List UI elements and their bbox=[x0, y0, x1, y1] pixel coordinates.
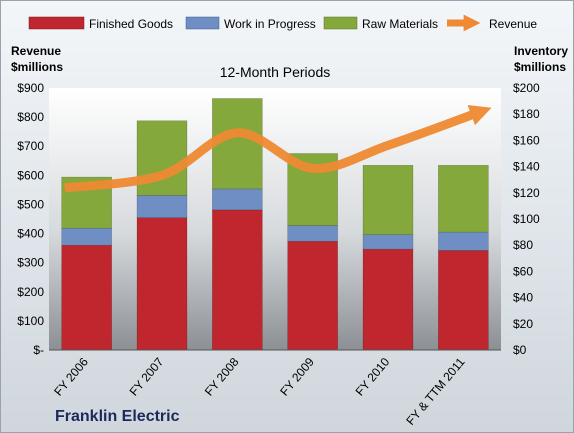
right-tick-label: $200 bbox=[513, 81, 540, 95]
left-axis-title-units: $millions bbox=[11, 60, 63, 74]
x-tick-label: FY 2010 bbox=[353, 355, 393, 399]
x-tick-label: FY 2009 bbox=[277, 355, 317, 399]
left-tick-label: $400 bbox=[17, 227, 44, 241]
left-tick-label: $900 bbox=[17, 81, 44, 95]
x-tick-label: FY & TTM 2011 bbox=[403, 355, 468, 428]
legend-label-raw-materials: Raw Materials bbox=[362, 17, 438, 31]
bar-work-in-progress bbox=[212, 188, 263, 211]
bar-finished-goods bbox=[61, 244, 112, 351]
bar-finished-goods bbox=[362, 248, 414, 351]
bar-finished-goods bbox=[212, 209, 263, 351]
right-tick-label: $180 bbox=[513, 107, 540, 121]
left-tick-label: $300 bbox=[17, 256, 44, 270]
bar-raw-materials bbox=[212, 98, 263, 190]
legend-swatch-finished-goods bbox=[28, 16, 85, 30]
legend-label-work-in-progress: Work in Progress bbox=[224, 17, 316, 31]
left-tick-label: $500 bbox=[17, 197, 44, 211]
left-axis-ticks: $- $100 $200 $300 $400 $500 $600 $700 $800 $900 bbox=[17, 81, 44, 357]
right-axis-title: Inventory bbox=[514, 44, 568, 58]
right-tick-label: $120 bbox=[513, 186, 540, 200]
revenue-series-path bbox=[64, 104, 492, 193]
bar-raw-materials bbox=[362, 164, 414, 236]
right-axis-title-units: $millions bbox=[514, 60, 566, 74]
bar-finished-goods bbox=[136, 217, 188, 351]
right-tick-label: $20 bbox=[513, 317, 533, 331]
right-tick-label: $60 bbox=[513, 264, 533, 278]
x-tick-label: FY 2006 bbox=[51, 355, 91, 399]
legend-swatch-raw-materials bbox=[323, 16, 358, 30]
left-tick-label: $- bbox=[33, 343, 44, 357]
x-tick-label: FY 2007 bbox=[127, 355, 167, 399]
bar-raw-materials bbox=[136, 120, 188, 196]
left-tick-label: $800 bbox=[17, 110, 44, 124]
bar-work-in-progress bbox=[362, 234, 414, 250]
legend: Finished Goods Work in Progress Raw Mate… bbox=[28, 14, 537, 32]
right-tick-label: $0 bbox=[513, 343, 527, 357]
bar-work-in-progress bbox=[287, 225, 338, 242]
bar-work-in-progress bbox=[136, 195, 188, 218]
right-tick-label: $160 bbox=[513, 133, 540, 147]
bar-work-in-progress bbox=[438, 231, 489, 251]
left-tick-label: $100 bbox=[17, 314, 44, 328]
left-axis-title: Revenue bbox=[11, 44, 61, 58]
bar-finished-goods bbox=[438, 250, 489, 351]
left-tick-label: $700 bbox=[17, 139, 44, 153]
right-tick-label: $140 bbox=[513, 160, 540, 174]
right-tick-label: $100 bbox=[513, 212, 540, 226]
right-axis-ticks: $0 $20 $40 $60 $80 $100 $120 $140 $160 $180 $200 bbox=[513, 81, 540, 357]
left-tick-label: $200 bbox=[17, 285, 44, 299]
revenue-line bbox=[64, 104, 492, 193]
legend-label-revenue: Revenue bbox=[489, 17, 537, 31]
right-tick-label: $40 bbox=[513, 291, 533, 305]
right-tick-label: $80 bbox=[513, 238, 533, 252]
bar-finished-goods bbox=[287, 240, 338, 351]
legend-label-finished-goods: Finished Goods bbox=[89, 17, 173, 31]
bar-work-in-progress bbox=[61, 227, 112, 246]
left-tick-label: $600 bbox=[17, 168, 44, 182]
company-name: Franklin Electric bbox=[55, 408, 180, 425]
bar-raw-materials bbox=[438, 164, 489, 233]
chart-title: 12-Month Periods bbox=[220, 64, 331, 80]
x-tick-label: FY 2008 bbox=[202, 355, 242, 399]
legend-swatch-work-in-progress bbox=[185, 16, 220, 30]
